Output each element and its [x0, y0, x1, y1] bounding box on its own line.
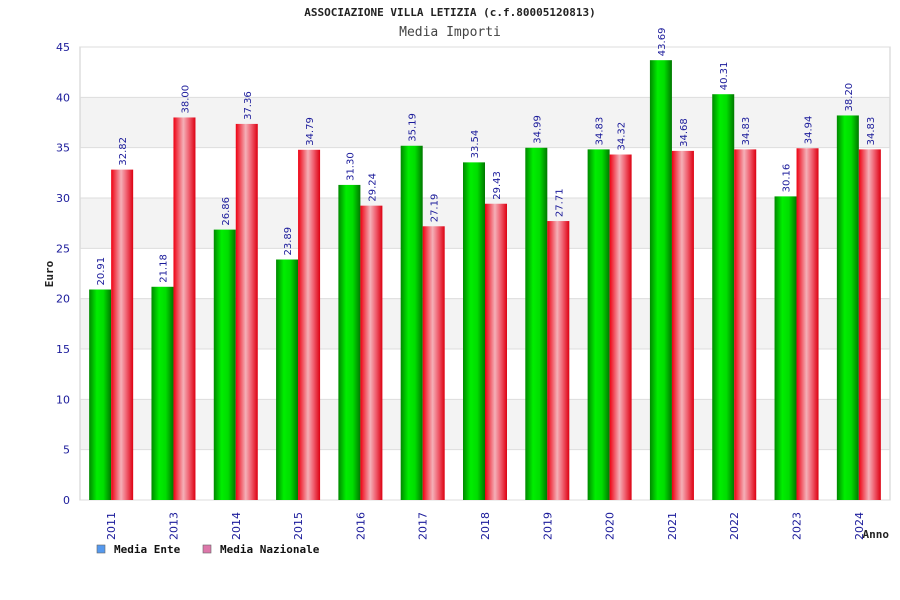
y-tick-label: 0	[63, 494, 70, 507]
x-tick-label: 2020	[604, 512, 617, 540]
data-label: 27.19	[430, 194, 441, 223]
x-tick-label: 2013	[167, 512, 180, 540]
bar-nazionale	[609, 154, 632, 500]
bar-ente	[338, 184, 361, 500]
legend-swatch	[202, 544, 212, 554]
y-axis-ticks: 0 5 10 15 20 25 30 35 40 45	[56, 41, 70, 507]
x-tick-label: 2019	[541, 512, 554, 540]
data-label: 21.18	[158, 254, 169, 283]
data-label: 38.20	[844, 83, 855, 112]
grid-band	[80, 47, 890, 98]
legend: Media Ente Media Nazionale	[96, 543, 320, 556]
data-label: 32.82	[118, 137, 129, 166]
bar-ente	[276, 259, 299, 500]
x-tick-label: 2023	[791, 512, 804, 540]
bar-nazionale	[173, 117, 196, 500]
bar-ente	[151, 286, 174, 500]
data-label: 34.83	[595, 117, 606, 146]
bar-ente	[89, 289, 112, 500]
x-tick-label: 2016	[354, 512, 367, 540]
bar-ente	[463, 162, 485, 500]
y-tick-label: 20	[56, 293, 70, 306]
bar-ente	[587, 149, 610, 501]
data-label: 20.91	[96, 257, 107, 286]
chart-subtitle: Media Importi	[399, 25, 501, 40]
bar-ente	[836, 115, 859, 500]
bar-nazionale	[858, 149, 881, 501]
bar-nazionale	[796, 148, 819, 500]
data-label: 37.36	[243, 91, 254, 120]
bar-nazionale	[422, 226, 445, 500]
chart-title: ASSOCIAZIONE VILLA LETIZIA (c.f.80005120…	[304, 6, 596, 19]
bar-nazionale	[547, 221, 570, 500]
x-axis-ticks: 2011 2013 2014 2015 2016 2017 2018 2019 2020 2021…	[105, 512, 866, 540]
y-tick-label: 45	[56, 41, 70, 54]
data-label: 34.83	[741, 117, 752, 146]
x-tick-label: 2022	[728, 512, 741, 540]
bar-ente	[400, 145, 423, 500]
data-label: 33.54	[470, 130, 481, 159]
y-tick-label: 25	[56, 242, 70, 255]
x-tick-label: 2011	[105, 512, 118, 540]
y-tick-label: 35	[56, 142, 70, 155]
x-tick-label: 2018	[479, 512, 492, 540]
bar-ente	[774, 196, 797, 500]
y-axis-label: Euro	[43, 260, 56, 287]
bar-ente	[525, 147, 548, 500]
bar-ente	[213, 229, 236, 501]
x-axis-label: Anno	[863, 528, 890, 541]
bar-nazionale	[671, 150, 694, 500]
data-label: 29.24	[367, 173, 378, 202]
bar-nazionale	[111, 169, 134, 500]
bar-nazionale	[360, 205, 383, 500]
bar-nazionale	[235, 123, 258, 500]
data-label: 34.32	[617, 122, 628, 151]
bars	[89, 60, 881, 501]
data-label: 34.68	[679, 118, 690, 147]
y-tick-label: 10	[56, 393, 70, 406]
data-label: 34.83	[866, 117, 877, 146]
x-tick-label: 2014	[230, 512, 243, 540]
legend-label: Media Nazionale	[220, 543, 320, 556]
data-label: 43.69	[657, 28, 668, 57]
x-tick-label: 2024	[853, 512, 866, 540]
data-label: 29.43	[492, 171, 503, 200]
bar-nazionale	[485, 203, 507, 500]
bar-nazionale	[734, 149, 757, 501]
data-label: 27.71	[554, 188, 565, 217]
x-tick-label: 2021	[666, 512, 679, 540]
data-label: 31.30	[345, 152, 356, 181]
data-label: 23.89	[283, 227, 294, 256]
data-label: 38.00	[180, 85, 191, 114]
y-tick-label: 15	[56, 343, 70, 356]
x-tick-label: 2015	[292, 512, 305, 540]
y-tick-label: 40	[56, 91, 70, 104]
data-label: 30.16	[782, 164, 793, 193]
grid-band	[80, 97, 890, 148]
bar-ente	[649, 60, 672, 501]
y-tick-label: 5	[63, 444, 70, 457]
data-label: 34.99	[532, 115, 543, 144]
data-label: 40.31	[719, 62, 730, 91]
data-label: 34.94	[804, 116, 815, 145]
data-labels: 20.91 32.82 21.18 38.00 26.86 37.36 23.89 34.79…	[96, 28, 877, 286]
y-tick-label: 30	[56, 192, 70, 205]
data-label: 35.19	[408, 113, 419, 142]
x-tick-label: 2017	[417, 512, 430, 540]
data-label: 34.79	[305, 117, 316, 146]
legend-label: Media Ente	[114, 543, 181, 556]
bar-nazionale	[298, 149, 321, 500]
data-label: 26.86	[221, 197, 232, 226]
bar-ente	[712, 94, 735, 500]
legend-swatch	[96, 544, 106, 554]
